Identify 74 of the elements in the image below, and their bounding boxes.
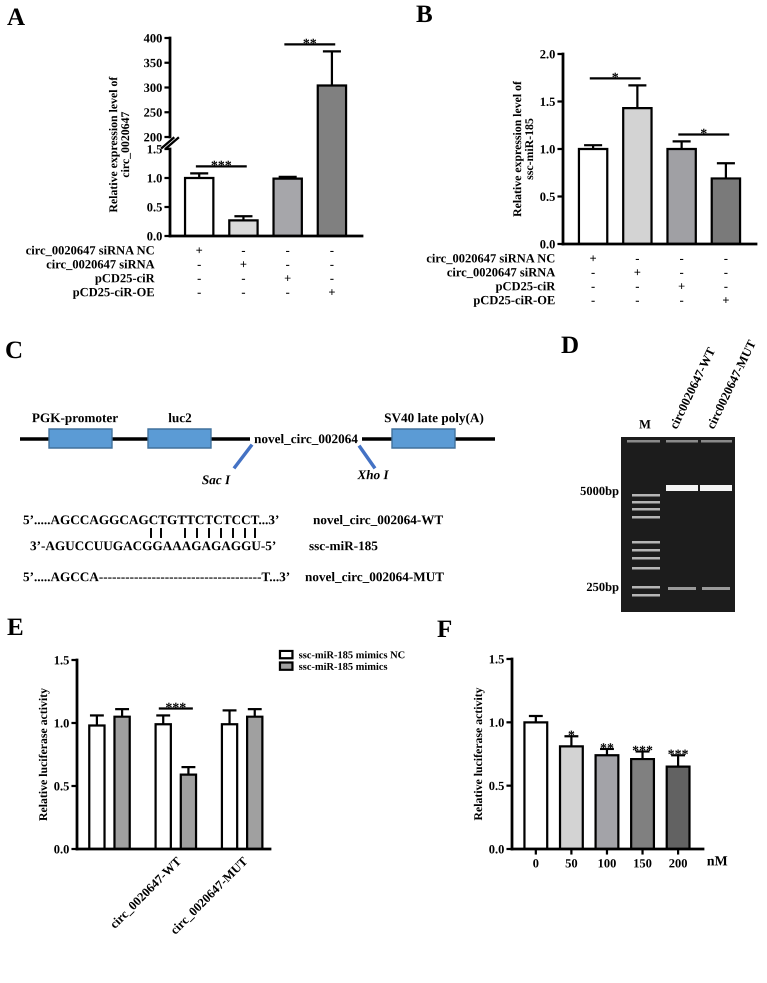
text: SV40 late poly(A) xyxy=(384,413,484,425)
annotation: * xyxy=(612,72,618,78)
x-tick-label: + - - - xyxy=(590,255,596,302)
x-tick-label: 50 xyxy=(566,859,578,868)
text: 5’.....AGCCAGGCAGCTGTTCTCTCCT...3’ xyxy=(24,515,278,524)
annotation: ** xyxy=(303,38,316,44)
text: Sac I xyxy=(202,475,230,484)
text: novel_circ_002064 xyxy=(254,434,358,446)
text: PGK-promoter xyxy=(32,413,118,425)
x-tick-label: - + - - xyxy=(634,258,640,302)
text: D xyxy=(561,336,578,354)
x-tick-label: + - - - xyxy=(196,247,202,294)
y-tick-label: 200 xyxy=(144,133,162,142)
y-tick-label: 2.0 xyxy=(540,50,555,59)
x-tick-label: - - - + xyxy=(329,250,335,295)
y-tick-label: 0.5 xyxy=(540,192,555,202)
x-axis-title: circ_0020647 siRNA NC circ_0020647 siRNA pCD25-ciR pCD25-ciR-OE xyxy=(26,246,155,299)
chart-title: E xyxy=(7,618,22,635)
chart-title: A xyxy=(7,8,25,25)
legend-label: ssc-miR-185 mimics NC xyxy=(299,651,404,658)
y-tick-label: 0.0 xyxy=(147,232,162,241)
y-tick-label: 1.0 xyxy=(148,174,162,183)
annotation: *** xyxy=(632,746,652,752)
annotation: ** xyxy=(600,743,614,748)
annotation: * xyxy=(568,730,574,736)
y-tick-label: 1.0 xyxy=(54,719,69,728)
text: 3’-AGUCCUUGACGGAAAGAGAGGU-5’ xyxy=(30,541,276,550)
y-tick-label: 0.5 xyxy=(489,782,504,790)
x-tick-label: - - + - xyxy=(284,250,291,294)
text: Xho I xyxy=(357,470,389,480)
text: novel_circ_002064-MUT xyxy=(305,572,444,584)
y-axis-title: Relative expression level of ssc-miR-185 xyxy=(512,80,534,217)
y-tick-label: 0.5 xyxy=(54,782,69,791)
x-tick-label: - + - - xyxy=(240,250,246,294)
chart-title: B xyxy=(416,6,432,22)
y-tick-label: 300 xyxy=(144,84,162,92)
x-axis-title: nM xyxy=(707,856,728,866)
text: C xyxy=(6,341,22,358)
text: M xyxy=(639,420,651,428)
annotation: * xyxy=(700,128,707,134)
y-tick-label: 1.0 xyxy=(540,145,555,154)
annotation: *** xyxy=(166,702,186,708)
y-tick-label: 250 xyxy=(144,108,162,117)
x-tick-label: - - - + xyxy=(723,258,729,303)
x-tick-label: 0 xyxy=(533,859,538,868)
text: 5’.....AGCCA-------------------------------------T...3’ xyxy=(24,572,290,582)
y-tick-label: 1.5 xyxy=(54,656,69,665)
y-tick-label: 0.0 xyxy=(540,240,555,249)
text: 5000bp xyxy=(580,486,618,498)
x-tick-label: 150 xyxy=(634,859,652,868)
text: 250bp xyxy=(586,582,618,594)
y-tick-label: 0.0 xyxy=(54,845,69,854)
chart-title: F xyxy=(437,620,452,637)
y-tick-label: 0.5 xyxy=(147,203,162,212)
y-tick-label: 400 xyxy=(144,34,162,42)
text: ssc-miR-185 xyxy=(309,541,378,550)
annotation: *** xyxy=(668,750,688,755)
y-tick-label: 1.0 xyxy=(490,718,504,727)
text: luc2 xyxy=(168,413,192,422)
y-tick-label: 1.5 xyxy=(540,98,555,106)
x-tick-label: 200 xyxy=(669,859,687,868)
x-tick-label: - - + - xyxy=(678,258,685,302)
y-tick-label: 1.5 xyxy=(148,145,162,154)
y-tick-label: 1.5 xyxy=(490,655,504,664)
y-axis-title: Relative luciferase activity xyxy=(474,688,485,820)
y-axis-title: Relative expression level of circ_0020647 xyxy=(108,76,131,212)
x-tick-label: 100 xyxy=(598,859,616,868)
y-axis-title: Relative luciferase activity xyxy=(38,688,50,821)
annotation: *** xyxy=(211,160,232,166)
legend-label: ssc-miR-185 mimics xyxy=(299,662,388,670)
y-tick-label: 350 xyxy=(144,58,162,68)
y-tick-label: 0.0 xyxy=(489,845,504,854)
text: novel_circ_002064-WT xyxy=(313,515,444,526)
x-axis-title: circ_0020647 siRNA NC circ_0020647 siRNA pCD25-ciR pCD25-ciR-OE xyxy=(426,254,556,307)
